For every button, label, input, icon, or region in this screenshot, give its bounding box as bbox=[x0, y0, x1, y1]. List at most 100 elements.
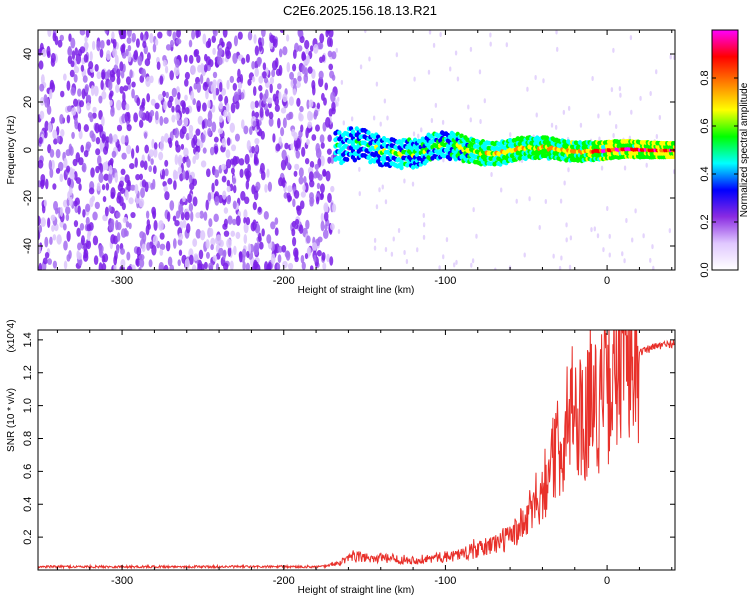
spectrogram-noise-cell bbox=[112, 134, 118, 143]
spectrogram-noise-cell bbox=[101, 90, 107, 100]
spectrogram-faint-cell bbox=[608, 252, 611, 258]
spectrogram-noise-cell bbox=[65, 149, 71, 157]
spectrogram-noise-cell bbox=[225, 149, 231, 159]
spectrogram-noise-cell bbox=[152, 43, 157, 53]
spectrogram-noise-cell bbox=[225, 102, 230, 113]
spectrogram-noise-cell bbox=[131, 148, 135, 159]
spectrogram-noise-cell bbox=[53, 138, 58, 145]
spectrogram-noise-cell bbox=[78, 157, 84, 166]
spectrogram-noise-cell bbox=[52, 234, 57, 241]
spectrogram-noise-cell bbox=[44, 236, 49, 248]
spectrogram-faint-cell bbox=[471, 258, 475, 264]
spectrogram-noise-cell bbox=[177, 166, 182, 175]
spectrogram-noise-cell bbox=[195, 212, 201, 219]
spectrogram-noise-cell bbox=[51, 159, 55, 170]
spectrogram-noise-cell bbox=[159, 243, 166, 251]
spectrogram-noise-cell bbox=[39, 83, 45, 92]
spectrogram-noise-cell bbox=[175, 97, 180, 107]
spectrogram-noise-cell bbox=[135, 145, 140, 154]
spectrogram-noise-cell bbox=[104, 30, 109, 34]
spectrogram-noise-cell bbox=[181, 125, 187, 135]
spectrogram-noise-cell bbox=[104, 140, 109, 151]
spectrogram-noise-cell bbox=[286, 34, 290, 42]
spectrogram-noise-cell bbox=[197, 263, 203, 270]
spectrogram-noise-cell bbox=[150, 158, 154, 165]
spectrogram-noise-cell bbox=[315, 124, 320, 132]
snr-y-tick-label: 1.2 bbox=[22, 365, 34, 380]
spectrogram-noise-cell bbox=[324, 224, 328, 231]
snr-x-tick-label: -200 bbox=[273, 575, 295, 587]
spectrogram-noise-cell bbox=[185, 107, 190, 115]
spectrogram-noise-cell bbox=[311, 242, 318, 251]
spectrogram-noise-cell bbox=[80, 235, 85, 246]
spectrogram-faint-cell bbox=[422, 222, 426, 228]
spectrogram-noise-cell bbox=[182, 196, 186, 203]
spectrogram-noise-cell bbox=[148, 149, 154, 158]
spectrogram-noise-cell bbox=[190, 211, 194, 222]
spectrogram-faint-cell bbox=[556, 46, 559, 52]
spectrogram-noise-cell bbox=[183, 117, 189, 127]
spectrogram-noise-cell bbox=[42, 257, 48, 265]
spectrogram-noise-cell bbox=[38, 215, 41, 227]
spectrogram-noise-cell bbox=[217, 128, 224, 135]
spectrogram-faint-cell bbox=[534, 74, 537, 80]
spectrogram-faint-cell bbox=[558, 265, 562, 270]
spectrogram-noise-cell bbox=[218, 101, 224, 110]
spectrogram-noise-cell bbox=[292, 198, 296, 208]
snr-frame bbox=[37, 329, 676, 571]
spectrogram-faint-cell bbox=[509, 132, 512, 138]
spectrogram-noise-cell bbox=[120, 259, 126, 268]
spectrogram-noise-cell bbox=[105, 160, 109, 171]
spectrogram-noise-cell bbox=[226, 137, 231, 146]
spectrogram-noise-cell bbox=[73, 98, 79, 107]
spectrogram-noise-cell bbox=[110, 234, 116, 245]
spectrogram-faint-cell bbox=[438, 265, 441, 270]
spectrogram-noise-cell bbox=[225, 50, 232, 60]
spectrogram-noise-cell bbox=[134, 157, 138, 168]
spectrogram-faint-cell bbox=[405, 259, 409, 265]
spectrogram-noise-cell bbox=[46, 45, 51, 57]
spectrogram-noise-cell bbox=[277, 254, 282, 264]
spectrogram-noise-cell bbox=[319, 33, 325, 44]
spectrogram-noise-cell bbox=[149, 109, 155, 117]
spectrogram-noise-cell bbox=[72, 158, 78, 167]
spectrogram-noise-cell bbox=[92, 211, 98, 221]
snr-y-label: SNR (10 * v/v) bbox=[6, 388, 17, 452]
spectrogram-faint-cell bbox=[454, 50, 458, 56]
spectrogram-noise-cell bbox=[44, 251, 50, 259]
spectrogram-noise-cell bbox=[281, 149, 287, 160]
spectrogram-noise-cell bbox=[244, 153, 250, 165]
spectrogram-noise-cell bbox=[305, 219, 310, 230]
spectrogram-noise-cell bbox=[183, 54, 188, 63]
spectrogram-faint-cell bbox=[552, 253, 555, 259]
spectrogram-noise-cell bbox=[47, 30, 52, 38]
spectrogram-noise-cell bbox=[135, 258, 139, 266]
spectrogram-noise-cell bbox=[322, 168, 327, 177]
spectrogram-noise-cell bbox=[183, 147, 189, 158]
spectrogram-noise-cell bbox=[63, 73, 67, 81]
spectrogram-noise-cell bbox=[314, 163, 320, 170]
spectrogram-noise-cell bbox=[126, 265, 133, 270]
spectrogram-noise-cell bbox=[319, 183, 325, 194]
spectrogram-noise-cell bbox=[322, 262, 327, 270]
spectrogram-noise-cell bbox=[165, 44, 172, 51]
spectrogram-faint-cell bbox=[623, 258, 626, 264]
spectrogram-noise-cell bbox=[226, 79, 230, 90]
spectrogram-noise-cell bbox=[230, 144, 237, 152]
spectrogram-noise-cell bbox=[235, 215, 241, 226]
spectrogram-faint-cell bbox=[337, 96, 340, 102]
spectrogram-noise-cell bbox=[78, 258, 83, 266]
snr-x-tick-label: -300 bbox=[111, 575, 133, 587]
spectrogram-noise-cell bbox=[210, 244, 214, 251]
spectrogram-faint-cell bbox=[416, 247, 419, 253]
spectrogram-faint-cell bbox=[428, 30, 432, 35]
spectrogram-noise-cell bbox=[249, 126, 253, 135]
spectrogram-noise-cell bbox=[159, 232, 165, 240]
spectrogram-noise-cell bbox=[120, 135, 126, 145]
spectrogram-y-ticks: -40 -20 0 20 40 bbox=[22, 48, 675, 254]
spectrogram-noise-cell bbox=[76, 105, 80, 113]
spectrogram-noise-cell bbox=[88, 61, 94, 70]
spectrogram-noise-cell bbox=[108, 133, 113, 144]
spectrogram-noise-cell bbox=[177, 259, 181, 267]
spectrogram-noise-cell bbox=[161, 168, 166, 180]
